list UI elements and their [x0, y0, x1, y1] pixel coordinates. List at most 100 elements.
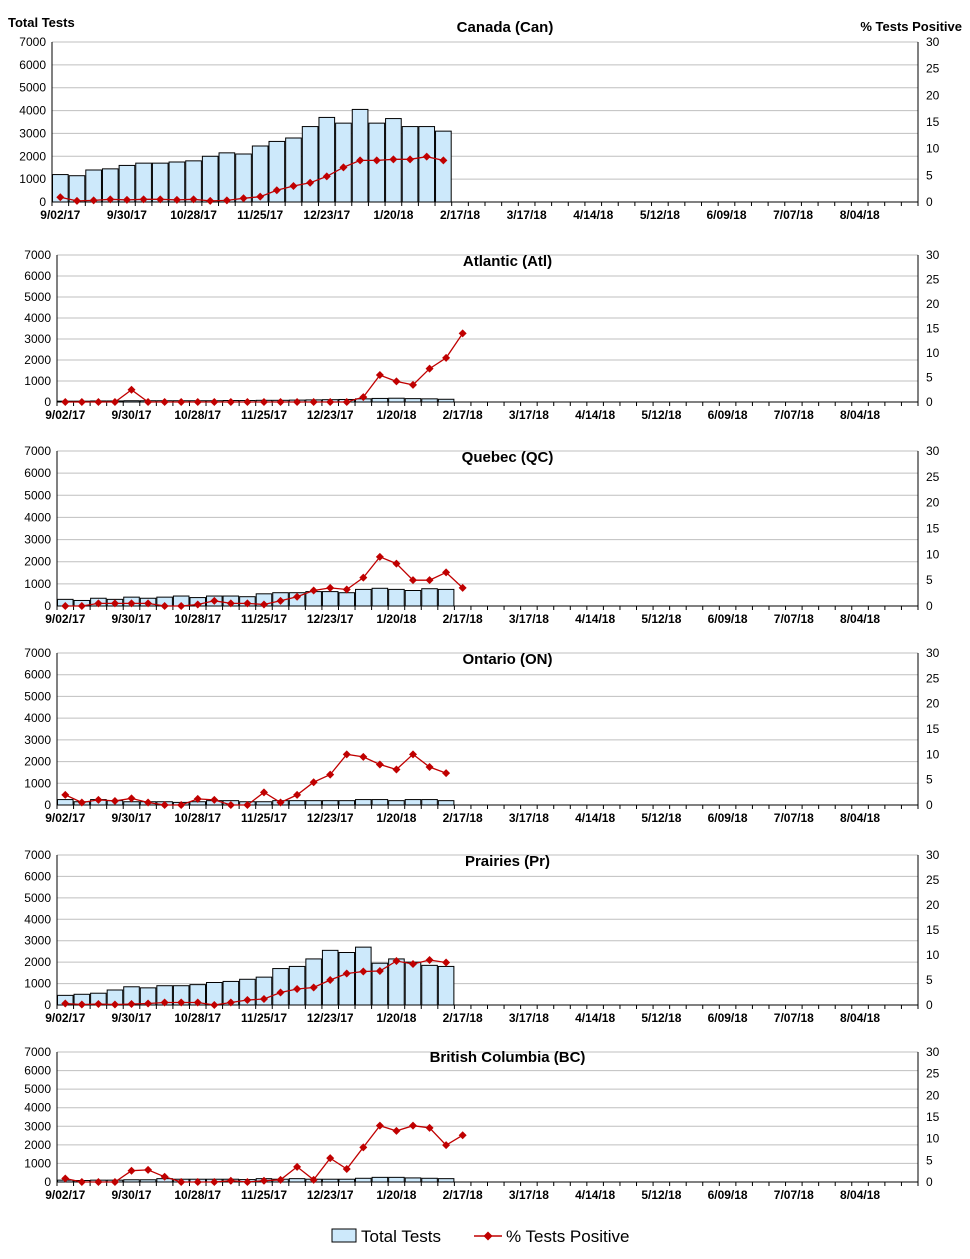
y-tick-left: 2000 — [24, 555, 51, 569]
y-tick-left: 3000 — [24, 733, 51, 747]
pct-marker — [210, 596, 219, 605]
bar — [285, 137, 302, 203]
y-tick-right: 0 — [926, 1175, 933, 1189]
pct-marker — [442, 958, 451, 967]
y-tick-left: 3000 — [24, 934, 51, 948]
x-tick-label: 9/30/17 — [111, 811, 151, 825]
pct-marker — [359, 393, 368, 402]
x-tick-label: 2/17/18 — [443, 1011, 483, 1025]
x-tick-label: 8/04/18 — [840, 1188, 880, 1202]
bar — [251, 145, 269, 203]
x-tick-label: 1/20/18 — [376, 811, 416, 825]
bar — [388, 800, 405, 806]
pct-marker — [160, 801, 169, 809]
y-tick-right: 15 — [926, 115, 940, 129]
y-tick-left: 1000 — [19, 172, 46, 186]
pct-marker — [94, 795, 103, 804]
legend-line-marker — [483, 1231, 493, 1241]
bar — [338, 952, 356, 1006]
y-tick-left: 4000 — [24, 510, 51, 524]
panel-ontario: 0 1000 2000 3000 4000 5000 6000 7000 0 5 10 15 20 25 3… — [24, 646, 939, 825]
y-tick-left: 5000 — [24, 891, 51, 905]
y-tick-right: 20 — [926, 88, 940, 102]
pct-marker — [259, 398, 268, 406]
pct-marker — [226, 1176, 235, 1185]
x-tick-label: 4/14/18 — [575, 612, 615, 626]
y-tick-right: 15 — [926, 923, 940, 937]
pct-marker — [193, 998, 202, 1007]
x-tick-label: 3/17/18 — [509, 1188, 549, 1202]
y-tick-left: 6000 — [19, 58, 46, 72]
y-tick-right: 0 — [926, 798, 933, 812]
pct-marker — [122, 195, 131, 204]
y-tick-right: 20 — [926, 697, 940, 711]
y-tick-right: 5 — [926, 573, 933, 587]
pct-marker — [172, 195, 181, 204]
bar — [355, 1177, 372, 1183]
pct-marker — [144, 798, 153, 807]
pct-marker — [226, 998, 235, 1007]
bar — [437, 588, 455, 607]
pct-marker — [375, 552, 384, 561]
pct-marker — [375, 967, 384, 975]
y-tick-left: 0 — [39, 195, 46, 209]
pct-marker — [425, 576, 434, 585]
x-tick-label: 3/17/18 — [509, 1011, 549, 1025]
x-tick-label: 5/12/18 — [641, 612, 681, 626]
y-tick-right: 25 — [926, 62, 940, 76]
y-tick-left: 2000 — [24, 955, 51, 969]
pct-marker — [61, 790, 70, 799]
y-tick-right: 25 — [926, 873, 940, 887]
panel-prairies: 0 1000 2000 3000 4000 5000 6000 7000 0 5 10 15 20 25 3… — [24, 848, 939, 1025]
pct-marker — [458, 1131, 467, 1140]
bar — [388, 958, 405, 1006]
pct-marker — [110, 1000, 119, 1009]
x-tick-label: 7/07/18 — [774, 612, 814, 626]
pct-marker — [72, 196, 81, 205]
y-tick-right: 10 — [926, 547, 940, 561]
chart-title: Canada (Can) — [457, 19, 554, 36]
bar — [139, 1179, 157, 1183]
pct-marker — [359, 967, 368, 976]
y-tick-right: 15 — [926, 522, 940, 536]
bar — [421, 964, 438, 1006]
y-tick-right: 5 — [926, 973, 933, 987]
x-tick-label: 9/02/17 — [40, 208, 80, 222]
y-tick-left: 7000 — [24, 248, 51, 262]
pct-marker — [342, 1165, 351, 1173]
x-tick-label: 9/02/17 — [45, 408, 85, 422]
x-tick-label: 11/25/17 — [241, 811, 287, 825]
x-tick-label: 11/25/17 — [241, 612, 287, 626]
x-tick-label: 5/12/18 — [641, 811, 681, 825]
x-tick-label: 7/07/18 — [773, 208, 813, 222]
bar — [371, 587, 389, 607]
x-tick-label: 8/04/18 — [840, 208, 880, 222]
pct-marker — [259, 995, 268, 1003]
x-tick-label: 10/28/17 — [174, 1188, 221, 1202]
pct-marker — [442, 353, 451, 362]
y-tick-left: 3000 — [24, 1119, 51, 1133]
pct-marker — [177, 602, 186, 610]
x-tick-label: 11/25/17 — [241, 408, 287, 422]
pct-marker — [309, 586, 318, 595]
y-tick-right: 30 — [926, 1045, 940, 1059]
bar — [268, 140, 286, 203]
pct-marker — [425, 1123, 434, 1132]
y-tick-right: 20 — [926, 898, 940, 912]
pct-marker — [222, 196, 231, 205]
x-tick-label: 2/17/18 — [443, 612, 483, 626]
y-tick-left: 4000 — [24, 311, 51, 325]
pct-marker — [326, 1154, 335, 1163]
chart-title: Prairies (Pr) — [465, 853, 550, 870]
x-tick-label: 5/12/18 — [641, 1188, 681, 1202]
y-tick-left: 2000 — [24, 755, 51, 769]
pct-marker — [160, 602, 169, 610]
x-tick-label: 9/30/17 — [111, 1011, 151, 1025]
bar — [321, 800, 339, 806]
y-tick-left: 4000 — [24, 912, 51, 926]
pct-marker — [425, 763, 434, 771]
y-tick-left: 4000 — [24, 711, 51, 725]
pct-marker — [226, 801, 235, 809]
y-tick-right: 10 — [926, 1132, 940, 1146]
legend: Total Tests % Tests Positive — [331, 1227, 629, 1246]
